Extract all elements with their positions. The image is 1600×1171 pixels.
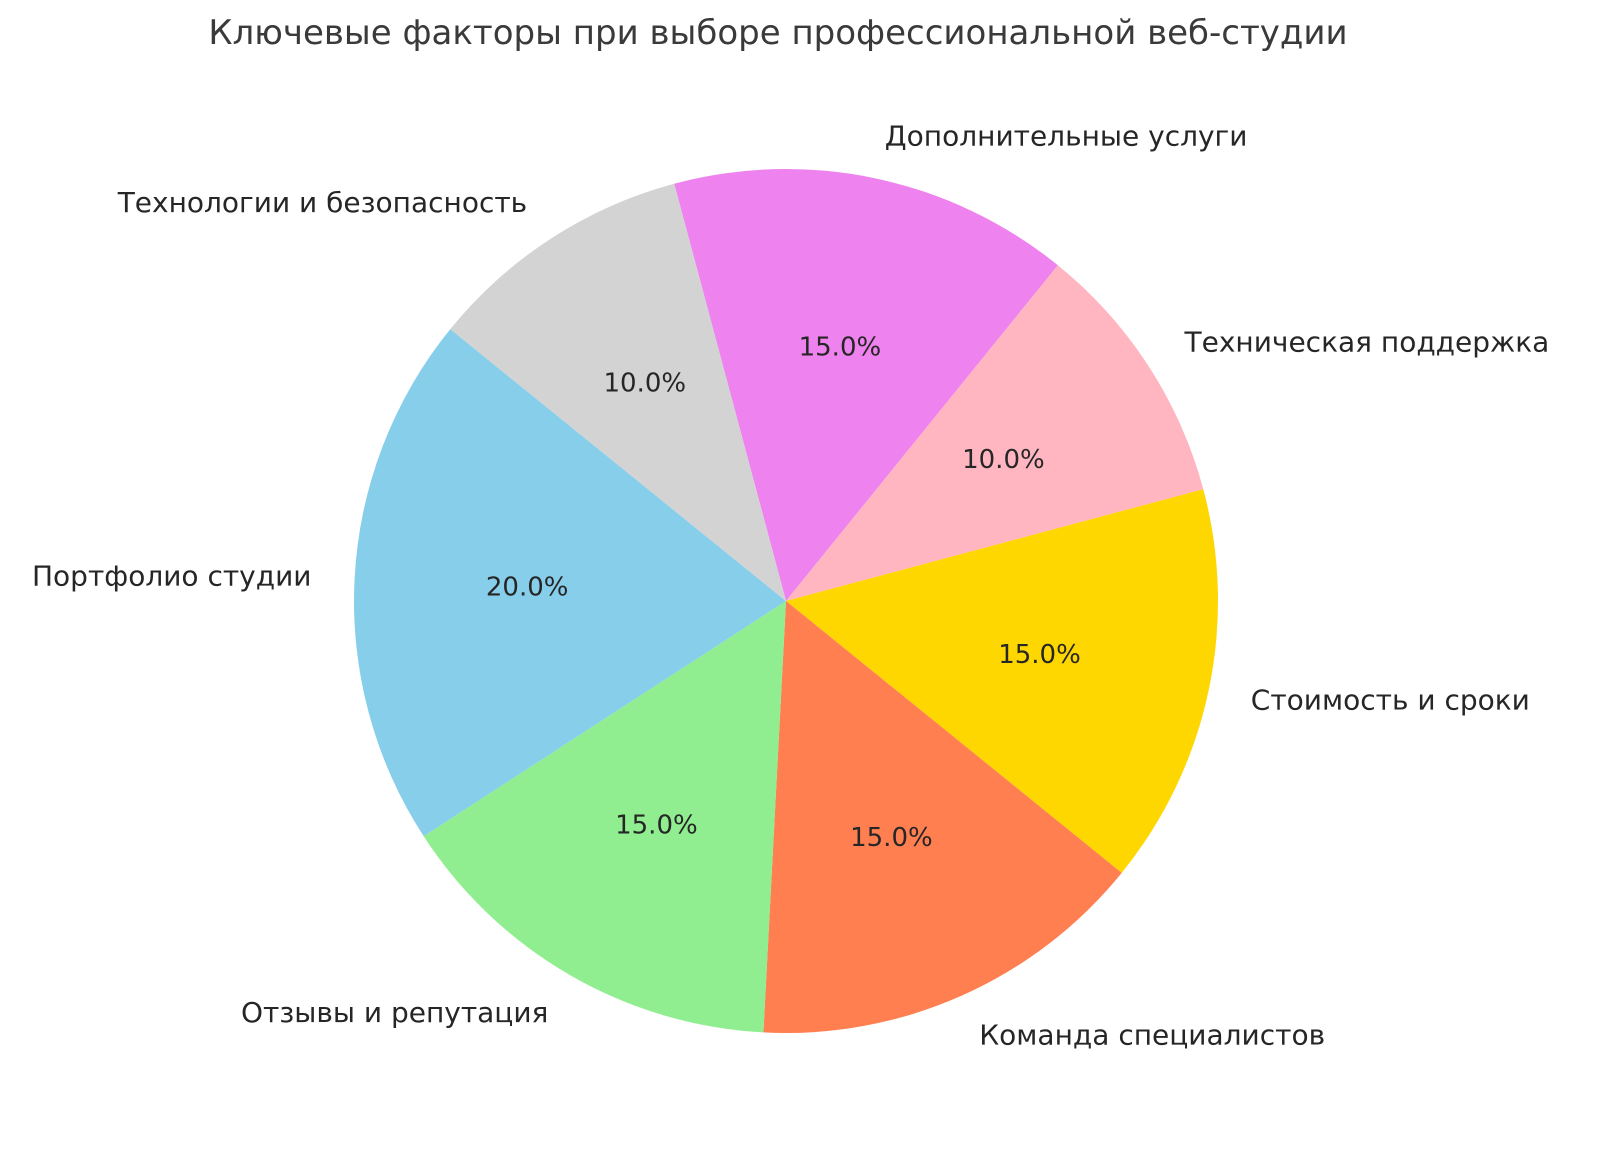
pie-label-5: Портфолио студии <box>32 560 312 593</box>
pie-pct-0: 15.0% <box>799 333 882 363</box>
pie-label-0: Дополнительные услуги <box>885 120 1248 153</box>
pie-pct-3: 15.0% <box>850 823 933 853</box>
pie-pct-4: 15.0% <box>615 811 698 841</box>
pie-slice-3 <box>763 601 1122 1034</box>
pie-pct-2: 15.0% <box>998 640 1081 670</box>
pie-label-2: Стоимость и сроки <box>1251 683 1530 716</box>
pie-slice-4 <box>423 601 786 1033</box>
pie-pct-6: 10.0% <box>603 369 686 399</box>
pie-slice-5 <box>353 329 786 837</box>
pie-label-6: Технологии и безопасность <box>117 186 528 219</box>
pie-label-4: Отзывы и репутация <box>241 996 548 1029</box>
pie-slice-1 <box>786 265 1204 601</box>
pie-label-3: Команда специалистов <box>979 1019 1325 1052</box>
chart-title: Ключевые факторы при выборе профессионал… <box>208 13 1348 53</box>
pie-pct-5: 20.0% <box>486 572 569 602</box>
pie-pct-1: 10.0% <box>962 445 1045 475</box>
pie-slice-0 <box>674 168 1058 601</box>
pie-slice-6 <box>450 183 786 601</box>
pie-slice-2 <box>786 489 1219 873</box>
pie-label-1: Техническая поддержка <box>1184 326 1550 359</box>
